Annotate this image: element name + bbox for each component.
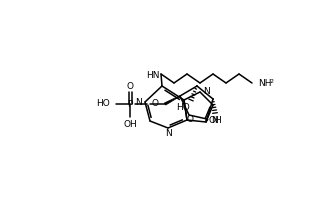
Text: HN: HN <box>146 70 160 79</box>
Text: OH: OH <box>208 116 222 125</box>
Text: NH: NH <box>258 79 272 88</box>
Text: 2: 2 <box>269 79 273 83</box>
Text: HO: HO <box>176 103 190 111</box>
Text: N: N <box>204 86 211 95</box>
Text: O: O <box>186 114 193 123</box>
Text: N: N <box>211 116 218 125</box>
Text: P: P <box>127 100 133 108</box>
Text: N: N <box>165 129 171 138</box>
Text: HO: HO <box>96 98 110 107</box>
Text: O: O <box>127 82 134 91</box>
Text: N: N <box>135 98 142 107</box>
Text: OH: OH <box>123 119 137 128</box>
Polygon shape <box>206 119 208 122</box>
Text: O: O <box>151 98 158 107</box>
Polygon shape <box>164 96 180 105</box>
